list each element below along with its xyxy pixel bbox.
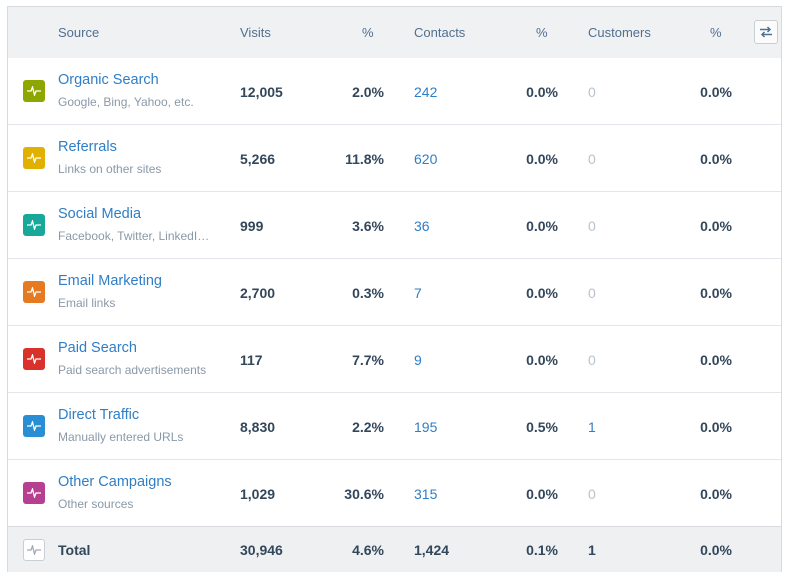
source-link[interactable]: Other Campaigns: [58, 474, 172, 490]
customers-percent: 0.0%: [700, 151, 732, 167]
visits-value: 117: [240, 352, 263, 368]
visits-value: 1,029: [240, 486, 276, 502]
pulse-icon: [23, 214, 45, 236]
source-description: Links on other sites: [58, 162, 162, 176]
visits-percent: 0.3%: [352, 285, 384, 301]
table-header: Source Visits % Contacts % Customers %: [8, 7, 781, 59]
header-customers-percent[interactable]: %: [710, 25, 722, 40]
swap-columns-button[interactable]: [754, 20, 778, 44]
header-source[interactable]: Source: [58, 25, 100, 40]
source-description: Facebook, Twitter, LinkedI…: [58, 229, 210, 243]
customers-percent: 0.0%: [700, 352, 732, 368]
total-customers-percent: 0.0%: [700, 542, 732, 558]
table-row: Paid Search Paid search advertisements 117…: [8, 326, 781, 393]
source-link[interactable]: Paid Search: [58, 340, 137, 356]
contacts-percent: 0.0%: [526, 285, 558, 301]
source-description: Other sources: [58, 497, 134, 511]
total-contacts: 1,424: [414, 542, 450, 558]
total-contacts-percent: 0.1%: [526, 542, 558, 558]
source-description: Manually entered URLs: [58, 430, 184, 444]
header-contacts-percent[interactable]: %: [536, 25, 548, 40]
customers-value[interactable]: 1: [588, 419, 596, 435]
customers-percent: 0.0%: [700, 419, 732, 435]
sources-table: Source Visits % Contacts % Customers % O…: [7, 6, 782, 572]
total-visits: 30,946: [240, 542, 283, 558]
contacts-link[interactable]: 7: [414, 285, 422, 301]
header-contacts[interactable]: Contacts: [414, 25, 466, 40]
source-link[interactable]: Email Marketing: [58, 273, 162, 289]
contacts-percent: 0.0%: [526, 486, 558, 502]
visits-percent: 7.7%: [352, 352, 384, 368]
visits-percent: 2.2%: [352, 419, 384, 435]
total-row: Total 30,946 4.6% 1,424 0.1% 1 0.0%: [8, 526, 781, 572]
source-link[interactable]: Direct Traffic: [58, 407, 140, 423]
source-link[interactable]: Organic Search: [58, 72, 159, 88]
pulse-icon: [23, 415, 45, 437]
table-row: Social Media Facebook, Twitter, LinkedI… 9…: [8, 192, 781, 259]
source-description: Google, Bing, Yahoo, etc.: [58, 95, 194, 109]
contacts-link[interactable]: 315: [414, 486, 438, 502]
table-row: Direct Traffic Manually entered URLs 8,830…: [8, 393, 781, 460]
header-visits[interactable]: Visits: [240, 25, 271, 40]
table-row: Other Campaigns Other sources 1,029 30.6% 31…: [8, 460, 781, 527]
visits-percent: 30.6%: [344, 486, 384, 502]
visits-value: 999: [240, 218, 264, 234]
pulse-icon: [23, 348, 45, 370]
contacts-link[interactable]: 620: [414, 151, 438, 167]
contacts-percent: 0.0%: [526, 218, 558, 234]
source-description: Email links: [58, 296, 116, 310]
visits-percent: 11.8%: [345, 151, 384, 167]
visits-value: 5,266: [240, 151, 276, 167]
contacts-percent: 0.0%: [526, 84, 558, 100]
source-link[interactable]: Social Media: [58, 206, 142, 222]
source-description: Paid search advertisements: [58, 363, 207, 377]
contacts-percent: 0.0%: [526, 151, 558, 167]
visits-percent: 3.6%: [352, 218, 384, 234]
header-visits-percent[interactable]: %: [362, 25, 374, 40]
table-row: Referrals Links on other sites 5,266 11.8% 6…: [8, 125, 781, 192]
customers-value: 0: [588, 151, 596, 167]
customers-percent: 0.0%: [700, 486, 732, 502]
total-pulse-icon: [23, 539, 45, 561]
header-customers[interactable]: Customers: [588, 25, 651, 40]
total-customers: 1: [588, 542, 596, 558]
table-row: Email Marketing Email links 2,700 0.3% 7 0.0%…: [8, 259, 781, 326]
source-link[interactable]: Referrals: [58, 139, 117, 155]
customers-percent: 0.0%: [700, 84, 732, 100]
visits-value: 8,830: [240, 419, 276, 435]
customers-value: 0: [588, 285, 596, 301]
pulse-icon: [23, 281, 45, 303]
contacts-link[interactable]: 9: [414, 352, 422, 368]
customers-value: 0: [588, 84, 596, 100]
customers-value: 0: [588, 352, 596, 368]
visits-value: 12,005: [240, 84, 283, 100]
pulse-icon: [23, 80, 45, 102]
total-label: Total: [58, 542, 91, 558]
contacts-percent: 0.5%: [526, 419, 558, 435]
pulse-icon: [23, 482, 45, 504]
customers-percent: 0.0%: [700, 218, 732, 234]
customers-value: 0: [588, 486, 596, 502]
contacts-link[interactable]: 242: [414, 84, 438, 100]
contacts-link[interactable]: 36: [414, 218, 430, 234]
visits-value: 2,700: [240, 285, 276, 301]
table-row: Organic Search Google, Bing, Yahoo, etc. 1…: [8, 58, 781, 125]
visits-percent: 2.0%: [352, 84, 384, 100]
contacts-percent: 0.0%: [526, 352, 558, 368]
customers-percent: 0.0%: [700, 285, 732, 301]
customers-value: 0: [588, 218, 596, 234]
pulse-icon: [23, 147, 45, 169]
contacts-link[interactable]: 195: [414, 419, 438, 435]
total-visits-percent: 4.6%: [352, 542, 384, 558]
swap-icon: [760, 26, 772, 38]
